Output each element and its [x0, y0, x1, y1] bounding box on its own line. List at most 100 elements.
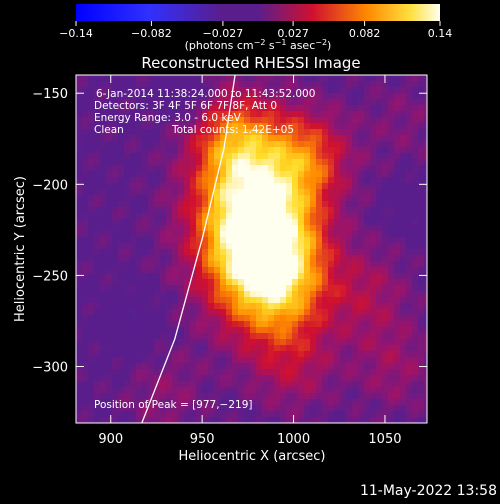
heatmap-cell: [256, 411, 262, 417]
heatmap-cell: [370, 393, 376, 399]
heatmap-cell: [352, 357, 358, 363]
heatmap-cell: [286, 183, 292, 189]
heatmap-cell: [160, 387, 166, 393]
heatmap-cell: [280, 345, 286, 351]
heatmap-cell: [352, 363, 358, 369]
heatmap-cell: [136, 393, 142, 399]
heatmap-cell: [238, 285, 244, 291]
heatmap-cell: [106, 237, 112, 243]
heatmap-cell: [136, 357, 142, 363]
heatmap-cell: [166, 165, 172, 171]
heatmap-cell: [304, 285, 310, 291]
heatmap-cell: [370, 363, 376, 369]
heatmap-cell: [202, 231, 208, 237]
heatmap-cell: [322, 165, 328, 171]
heatmap-cell: [76, 333, 82, 339]
heatmap-cell: [418, 261, 424, 267]
heatmap-cell: [106, 201, 112, 207]
heatmap-cell: [112, 381, 118, 387]
heatmap-cell: [424, 387, 427, 393]
heatmap-cell: [76, 129, 82, 135]
heatmap-cell: [280, 315, 286, 321]
heatmap-cell: [316, 165, 322, 171]
heatmap-cell: [250, 117, 256, 123]
heatmap-cell: [214, 393, 220, 399]
heatmap-cell: [82, 105, 88, 111]
heatmap-cell: [250, 129, 256, 135]
heatmap-cell: [106, 369, 112, 375]
heatmap-cell: [316, 273, 322, 279]
heatmap-cell: [388, 303, 394, 309]
heatmap-cell: [172, 213, 178, 219]
heatmap-cell: [202, 393, 208, 399]
heatmap-cell: [346, 177, 352, 183]
heatmap-cell: [382, 255, 388, 261]
heatmap-cell: [334, 375, 340, 381]
heatmap-cell: [364, 207, 370, 213]
heatmap-cell: [244, 129, 250, 135]
heatmap-cell: [166, 153, 172, 159]
heatmap-cell: [178, 189, 184, 195]
heatmap-cell: [340, 333, 346, 339]
heatmap-cell: [76, 75, 82, 81]
heatmap-cell: [400, 399, 406, 405]
heatmap-cell: [316, 243, 322, 249]
heatmap-cell: [364, 285, 370, 291]
heatmap-cell: [154, 195, 160, 201]
heatmap-cell: [328, 339, 334, 345]
heatmap-cell: [256, 267, 262, 273]
heatmap-cell: [340, 279, 346, 285]
heatmap-cell: [388, 411, 394, 417]
heatmap-cell: [304, 249, 310, 255]
heatmap-cell: [370, 417, 376, 423]
heatmap-cell: [352, 417, 358, 423]
heatmap-cell: [196, 387, 202, 393]
heatmap-cell: [310, 135, 316, 141]
heatmap-cell: [346, 327, 352, 333]
heatmap-cell: [304, 321, 310, 327]
heatmap-cell: [322, 213, 328, 219]
heatmap-cell: [292, 411, 298, 417]
heatmap-cell: [196, 75, 202, 81]
heatmap-cell: [358, 405, 364, 411]
heatmap-cell: [256, 255, 262, 261]
heatmap-cell: [88, 339, 94, 345]
heatmap-cell: [136, 75, 142, 81]
heatmap-cell: [346, 99, 352, 105]
heatmap-cell: [190, 375, 196, 381]
heatmap-cell: [160, 381, 166, 387]
heatmap-cell: [358, 123, 364, 129]
heatmap-cell: [166, 81, 172, 87]
heatmap-cell: [94, 153, 100, 159]
heatmap-cell: [208, 309, 214, 315]
heatmap-cell: [250, 393, 256, 399]
heatmap-cell: [364, 243, 370, 249]
heatmap-cell: [244, 291, 250, 297]
heatmap-cell: [400, 117, 406, 123]
heatmap-cell: [100, 291, 106, 297]
heatmap-cell: [388, 129, 394, 135]
heatmap-cell: [250, 261, 256, 267]
heatmap-cell: [262, 99, 268, 105]
y-tick-label: −150: [32, 87, 68, 102]
heatmap-cell: [148, 237, 154, 243]
heatmap-cell: [388, 369, 394, 375]
heatmap-cell: [358, 225, 364, 231]
heatmap-cell: [250, 333, 256, 339]
heatmap-cell: [220, 135, 226, 141]
heatmap-cell: [172, 261, 178, 267]
heatmap-cell: [142, 189, 148, 195]
heatmap-cell: [142, 87, 148, 93]
heatmap-cell: [364, 129, 370, 135]
heatmap-cell: [178, 321, 184, 327]
heatmap-cell: [382, 159, 388, 165]
heatmap-cell: [172, 135, 178, 141]
heatmap-cell: [130, 273, 136, 279]
heatmap-cell: [364, 249, 370, 255]
heatmap-cell: [148, 321, 154, 327]
heatmap-cell: [202, 87, 208, 93]
heatmap-cell: [196, 345, 202, 351]
heatmap-cell: [286, 261, 292, 267]
heatmap-cell: [316, 123, 322, 129]
heatmap-cell: [178, 351, 184, 357]
